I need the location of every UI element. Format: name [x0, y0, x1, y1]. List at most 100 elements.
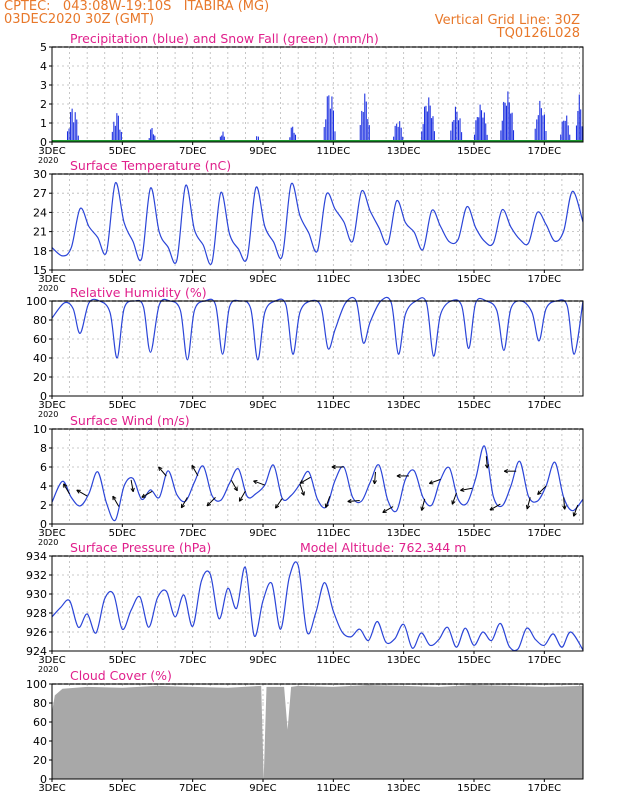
precip-bar: [483, 112, 485, 142]
precip-bar: [77, 135, 79, 142]
wind-arrow-head: [132, 487, 135, 492]
precip-bar: [394, 125, 396, 142]
x-tick-label: 9DEC: [249, 528, 276, 539]
x-tick-label: 15DEC: [457, 400, 491, 411]
wind-arrow-head: [486, 464, 490, 469]
wind-arrow-head: [503, 470, 509, 474]
precip-bar: [325, 119, 327, 142]
wind-arrow: [206, 497, 216, 507]
wind-arrow-head: [331, 464, 336, 468]
x-tick-label: 17DEC: [527, 655, 561, 666]
wind-arrow: [562, 497, 567, 510]
series-line: [51, 296, 584, 361]
wind-arrow-head: [428, 480, 433, 484]
x-tick-label: 3DEC: [38, 146, 65, 157]
wind-arrow-shaft: [191, 465, 199, 476]
precip-bar: [120, 131, 122, 142]
y-tick-label: 100: [26, 678, 47, 691]
precip-bar: [503, 101, 505, 142]
precip-bar: [504, 102, 506, 142]
series-line: [51, 561, 584, 652]
x-tick-label: 11DEC: [316, 528, 350, 539]
x-tick-label: 11DEC: [316, 274, 350, 285]
x-tick-label: 11DEC: [316, 655, 350, 666]
precip-bar: [543, 114, 545, 142]
precip-bar: [475, 120, 477, 142]
wind-arrow: [396, 473, 409, 479]
precip-bar: [329, 108, 331, 142]
precip-bar: [223, 136, 225, 142]
wind-arrow: [76, 489, 88, 497]
wind-arrow-head: [299, 479, 303, 484]
x-tick-label: 9DEC: [249, 783, 276, 794]
wind-arrow-shaft: [112, 495, 120, 507]
y-tick-label: 20: [33, 754, 47, 767]
precip-bar: [74, 112, 76, 142]
precip-bar: [323, 127, 325, 142]
x-tick-label: 11DEC: [316, 400, 350, 411]
wind-arrow: [537, 485, 547, 495]
precip-bar: [507, 91, 509, 142]
precip-bar: [368, 125, 370, 142]
wind-arrow: [253, 480, 265, 486]
wind-arrow-shaft: [130, 479, 134, 492]
precip-bar: [111, 131, 113, 142]
wind-arrow-shaft: [526, 497, 531, 510]
wind-arrow-head: [537, 490, 540, 495]
wind-arrow: [372, 471, 377, 485]
precip-bar: [293, 132, 295, 142]
wind-arrow-head: [460, 489, 465, 492]
wind-arrow: [324, 496, 331, 508]
wind-arrow: [63, 483, 71, 495]
wind-arrow-head: [300, 492, 305, 496]
precip-bar: [457, 120, 460, 142]
y-tick-label: 60: [33, 716, 47, 729]
wind-arrow: [112, 495, 120, 507]
wind-arrow: [331, 464, 344, 470]
x-tick-label: 7DEC: [179, 274, 206, 285]
wind-arrow: [230, 480, 238, 492]
wind-arrow-head: [562, 505, 566, 510]
precip-bar: [480, 110, 483, 142]
year-label: 2020: [38, 156, 58, 165]
x-tick-label: 7DEC: [179, 528, 206, 539]
precip-bar: [428, 97, 430, 142]
x-tick-label: 9DEC: [249, 274, 276, 285]
y-tick-label: 924: [26, 645, 47, 658]
precip-bar: [433, 131, 435, 142]
wind-arrow-head: [374, 480, 377, 485]
wind-arrow-head: [420, 506, 423, 511]
wind-arrow-shaft: [460, 487, 473, 491]
wind-arrow-head: [112, 495, 117, 499]
y-tick-label: 15: [33, 264, 47, 277]
wind-arrow: [572, 504, 579, 517]
precip-bar: [116, 113, 118, 142]
x-tick-label: 11DEC: [316, 783, 350, 794]
x-tick-label: 13DEC: [387, 783, 421, 794]
precip-bar: [421, 131, 423, 142]
precip-bar: [332, 110, 334, 142]
precip-bar: [221, 135, 223, 142]
x-tick-label: 17DEC: [527, 146, 561, 157]
panel-title: Surface Wind (m/s): [70, 413, 190, 428]
precip-bar: [219, 136, 221, 142]
x-tick-label: 15DEC: [457, 655, 491, 666]
precip-bar: [402, 136, 404, 142]
precip-bar: [501, 120, 503, 142]
precip-bar: [500, 130, 502, 142]
x-tick-label: 13DEC: [387, 400, 421, 411]
wind-arrow: [420, 498, 426, 511]
wind-arrow-head: [525, 504, 528, 510]
precip-bar: [581, 126, 583, 142]
y-tick-label: 80: [33, 697, 47, 710]
panel-title: Precipitation (blue) and Snow Fall (gree…: [70, 31, 379, 46]
precip-bar: [432, 116, 434, 142]
panel-frame: [51, 555, 584, 652]
series-line: [51, 182, 584, 265]
x-tick-label: 17DEC: [527, 400, 561, 411]
x-tick-label: 15DEC: [457, 783, 491, 794]
wind-arrow-shaft: [429, 478, 441, 484]
wind-arrow-head: [206, 501, 209, 507]
precip-bar: [362, 111, 364, 142]
wind-arrow: [347, 499, 360, 504]
